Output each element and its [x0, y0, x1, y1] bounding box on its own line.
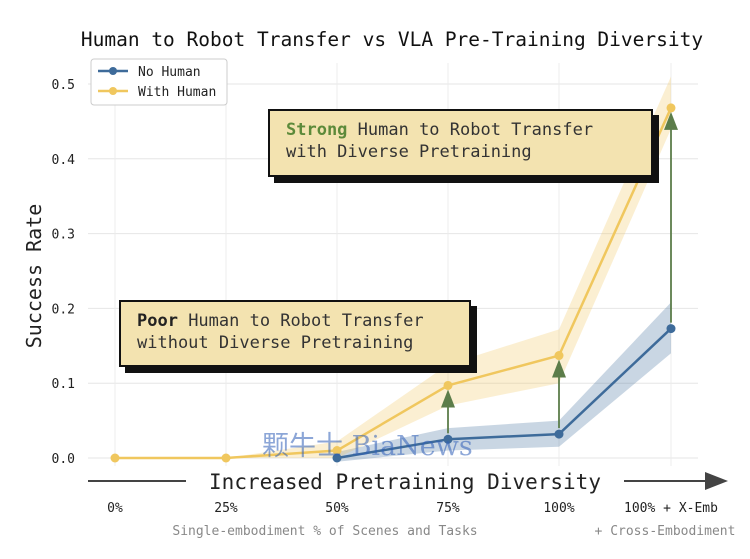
- transfer-arrow-head: [552, 359, 566, 378]
- callout-poor-rest: Human to Robot Transfer: [177, 311, 424, 331]
- transfer-arrow-head: [441, 389, 455, 408]
- transfer-arrows: [441, 111, 678, 434]
- x-tick-label: 25%: [214, 501, 238, 516]
- legend-label-no-human: No Human: [138, 65, 201, 80]
- legend-label-with-human: With Human: [138, 85, 216, 100]
- data-point-no-human: [443, 434, 453, 444]
- y-tick-label: 0.1: [52, 377, 75, 392]
- callout-poor-line2: without Diverse Pretraining: [137, 333, 414, 353]
- x-axis-label-bg: [186, 466, 624, 496]
- y-tick-label: 0.5: [52, 78, 75, 93]
- chart-title: Human to Robot Transfer vs VLA Pre-Train…: [81, 28, 703, 51]
- x-tick-labels: 0% 25% 50% 75% 100% 100% + X-Emb: [107, 501, 718, 516]
- callout-strong-transfer: Strong Human to Robot Transfer with Dive…: [268, 109, 653, 177]
- y-axis-label: Success Rate: [22, 204, 46, 349]
- data-point-with-human: [443, 380, 453, 390]
- callout-strong-keyword: Strong: [286, 120, 348, 140]
- legend-marker-with-human: [109, 87, 117, 95]
- data-point-with-human: [332, 446, 342, 456]
- callout-poor-line1: Poor Human to Robot Transfer: [137, 310, 455, 332]
- x-tick-label: 100%: [543, 501, 574, 516]
- series-lines: [115, 107, 673, 460]
- y-tick-label: 0.4: [52, 153, 76, 168]
- callout-strong-line2: with Diverse Pretraining: [286, 142, 532, 162]
- callout-poor-keyword: Poor: [137, 311, 178, 331]
- legend: No Human With Human: [90, 58, 228, 106]
- x-tick-label: 75%: [436, 501, 460, 516]
- x-tick-label: 0%: [107, 501, 123, 516]
- transfer-arrow-head: [664, 111, 678, 130]
- y-tick-label: 0.0: [52, 452, 75, 467]
- data-point-no-human: [666, 324, 676, 334]
- callout-strong-line1: Strong Human to Robot Transfer: [286, 119, 637, 141]
- data-point-with-human: [110, 453, 120, 463]
- legend-marker-no-human: [109, 67, 117, 75]
- x-tick-label: 100% + X-Emb: [624, 501, 718, 516]
- y-tick-labels: 0.0 0.1 0.2 0.3 0.4 0.5: [52, 78, 76, 467]
- x-tick-label: 50%: [325, 501, 349, 516]
- series-points: [110, 103, 676, 463]
- data-point-no-human: [554, 429, 564, 439]
- series-line-with-human: [115, 107, 673, 460]
- subtitle-right: + Cross-Embodiment: [595, 524, 736, 539]
- data-point-with-human: [554, 351, 564, 361]
- subtitle-left: Single-embodiment % of Scenes and Tasks: [172, 524, 477, 539]
- y-tick-label: 0.2: [52, 302, 75, 317]
- x-axis-arrowhead: [705, 472, 728, 490]
- band-no-human: [337, 302, 671, 462]
- data-point-with-human: [666, 103, 676, 113]
- data-point-with-human: [221, 453, 231, 463]
- callout-strong-rest: Human to Robot Transfer: [347, 120, 594, 140]
- data-point-no-human: [332, 453, 342, 463]
- series-line-no-human: [336, 327, 672, 460]
- callout-poor-transfer: Poor Human to Robot Transfer without Div…: [119, 300, 471, 367]
- x-axis-label: Increased Pretraining Diversity: [209, 470, 601, 494]
- watermark: 颗牛士 BiaNews: [262, 431, 473, 462]
- y-tick-label: 0.3: [52, 228, 75, 243]
